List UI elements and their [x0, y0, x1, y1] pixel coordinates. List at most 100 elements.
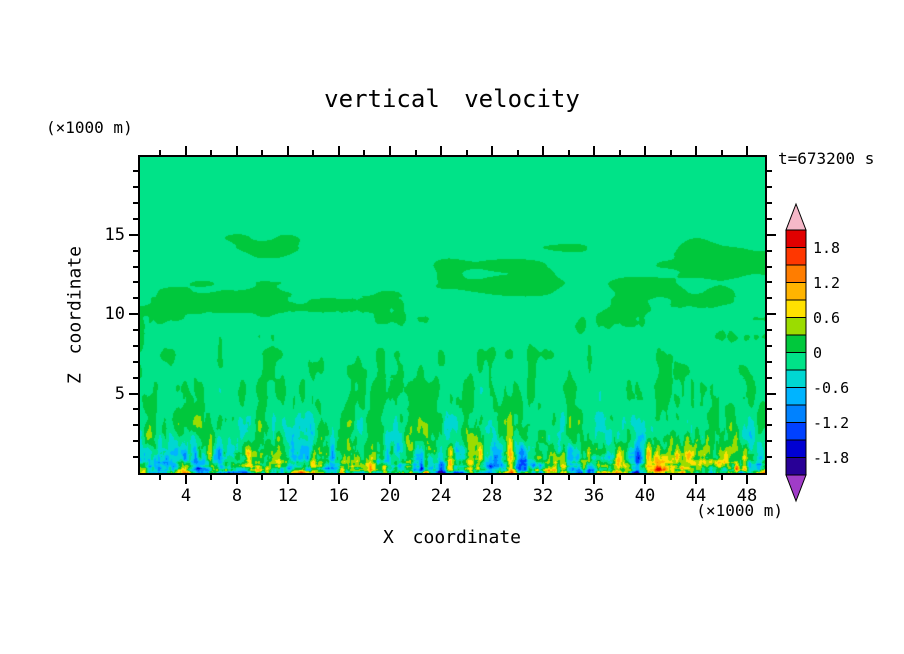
x-minor-tick: [670, 475, 672, 480]
colorbar-tick-label: 1.2: [813, 273, 841, 292]
y-minor-tick: [767, 424, 772, 426]
x-minor-tick: [619, 475, 621, 480]
colorbar-under-arrow: [785, 474, 807, 503]
colorbar-tick-label: -1.2: [813, 413, 850, 432]
x-major-tick: [389, 475, 391, 484]
colorbar: [785, 202, 807, 503]
x-tick-label: 32: [532, 486, 554, 506]
x-major-tick: [542, 475, 544, 484]
x-minor-tick: [210, 475, 212, 480]
colorbar-cell: [785, 299, 807, 318]
x-tick-label: 20: [379, 486, 401, 506]
x-tick-label: 28: [481, 486, 503, 506]
y-minor-tick: [767, 329, 772, 331]
x-tick-label: 24: [430, 486, 452, 506]
x-major-tick: [287, 146, 289, 155]
x-minor-tick: [261, 475, 263, 480]
x-major-tick: [593, 475, 595, 484]
x-tick-label: 4: [180, 486, 192, 506]
colorbar-cell: [785, 264, 807, 283]
x-major-tick: [695, 146, 697, 155]
x-major-tick: [593, 146, 595, 155]
x-minor-tick: [312, 475, 314, 480]
colorbar-tick-label: -0.6: [813, 378, 850, 397]
x-major-tick: [287, 475, 289, 484]
colorbar-cell: [785, 282, 807, 301]
plot-frame: [138, 155, 767, 475]
colorbar-cell: [785, 317, 807, 336]
x-major-tick: [644, 146, 646, 155]
y-major-tick: [767, 313, 776, 315]
y-minor-tick: [767, 266, 772, 268]
x-minor-tick: [159, 475, 161, 480]
y-minor-tick: [767, 202, 772, 204]
x-major-tick: [746, 146, 748, 155]
x-minor-tick: [568, 475, 570, 480]
colorbar-tick-label: 1.8: [813, 238, 841, 257]
x-major-tick: [746, 475, 748, 484]
x-major-tick: [389, 146, 391, 155]
colorbar-cell: [785, 387, 807, 406]
y-axis-title: Z coordinate: [64, 245, 86, 385]
y-minor-tick: [767, 218, 772, 220]
x-tick-label: 12: [277, 486, 299, 506]
x-tick-label: 8: [231, 486, 243, 506]
y-tick-label: 5: [114, 384, 125, 404]
x-minor-tick: [466, 475, 468, 480]
colorbar-cell: [785, 404, 807, 423]
y-tick-label: 15: [104, 225, 125, 245]
colorbar-tick-label: 0.6: [813, 308, 841, 327]
y-major-tick: [767, 393, 776, 395]
x-major-tick: [236, 146, 238, 155]
y-minor-tick: [767, 345, 772, 347]
colorbar-cell: [785, 229, 807, 248]
time-annotation: t=673200 s: [778, 149, 875, 168]
x-major-tick: [491, 146, 493, 155]
x-major-tick: [440, 146, 442, 155]
x-major-tick: [185, 146, 187, 155]
colorbar-tick-label: 0: [813, 343, 823, 362]
colorbar-cell: [785, 457, 807, 476]
x-major-tick: [185, 475, 187, 484]
x-axis-units-label: (×1000 m): [696, 501, 783, 520]
x-tick-label: 16: [328, 486, 350, 506]
x-major-tick: [644, 475, 646, 484]
y-axis-units-label: (×1000 m): [46, 118, 133, 137]
y-major-tick: [129, 234, 138, 236]
y-minor-tick: [767, 377, 772, 379]
y-minor-tick: [767, 170, 772, 172]
y-major-tick: [767, 234, 776, 236]
y-major-tick: [129, 393, 138, 395]
x-major-tick: [338, 475, 340, 484]
colorbar-cell: [785, 334, 807, 353]
colorbar-over-arrow: [785, 202, 807, 231]
colorbar-cell: [785, 439, 807, 458]
colorbar-cell: [785, 352, 807, 371]
y-minor-tick: [767, 297, 772, 299]
colorbar-cell: [785, 247, 807, 266]
y-minor-tick: [767, 250, 772, 252]
x-major-tick: [338, 146, 340, 155]
x-minor-tick: [721, 475, 723, 480]
colorbar-cell: [785, 369, 807, 388]
x-major-tick: [491, 475, 493, 484]
x-minor-tick: [363, 475, 365, 480]
y-minor-tick: [767, 440, 772, 442]
y-major-tick: [129, 313, 138, 315]
y-minor-tick: [767, 186, 772, 188]
x-major-tick: [695, 475, 697, 484]
x-major-tick: [542, 146, 544, 155]
y-minor-tick: [767, 456, 772, 458]
chart-title: vertical velocity: [324, 85, 580, 113]
x-minor-tick: [517, 475, 519, 480]
x-axis-title: X coordinate: [382, 527, 522, 548]
y-minor-tick: [767, 361, 772, 363]
x-minor-tick: [415, 475, 417, 480]
colorbar-tick-label: -1.8: [813, 448, 850, 467]
colorbar-cell: [785, 422, 807, 441]
y-minor-tick: [767, 281, 772, 283]
vertical-velocity-field-canvas: [140, 157, 765, 473]
x-major-tick: [236, 475, 238, 484]
y-minor-tick: [767, 408, 772, 410]
